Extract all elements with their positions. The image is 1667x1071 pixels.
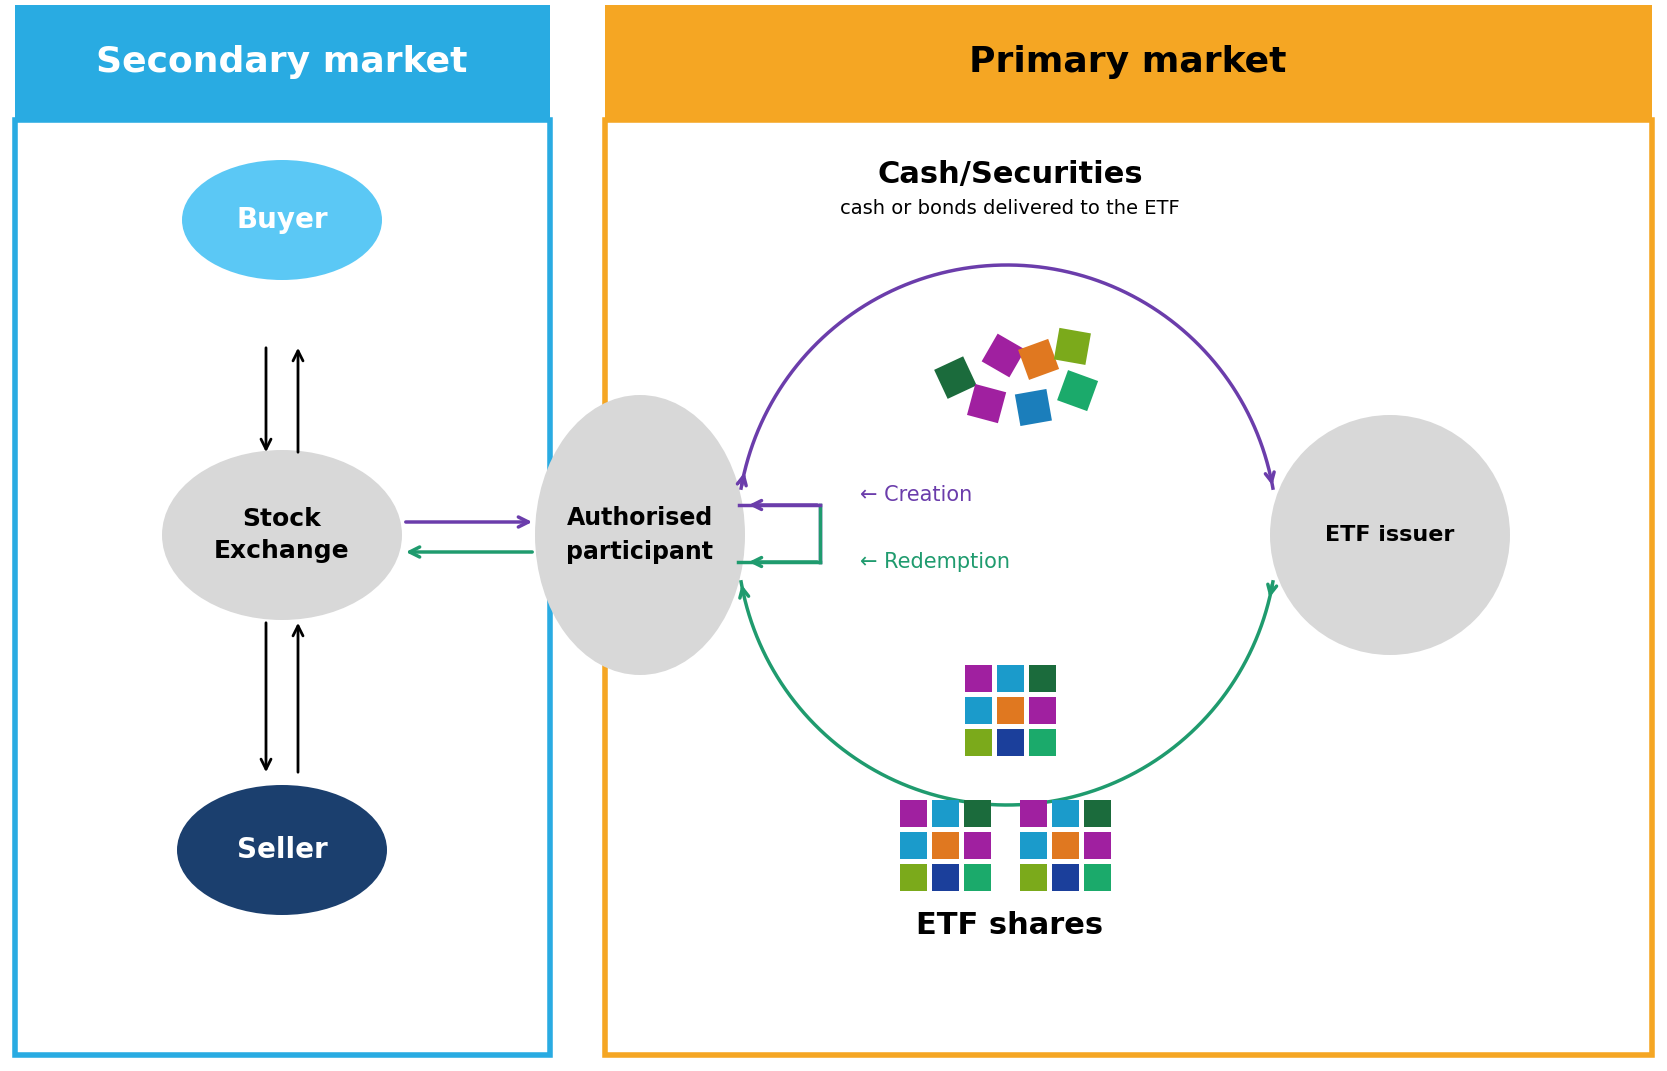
Bar <box>997 728 1024 755</box>
Polygon shape <box>967 384 1007 423</box>
Bar <box>964 864 990 891</box>
Bar <box>964 800 990 827</box>
Text: Seller: Seller <box>237 836 327 864</box>
Bar <box>964 832 990 859</box>
Ellipse shape <box>1270 414 1510 655</box>
Text: Cash/Securities: Cash/Securities <box>877 161 1144 190</box>
Text: Secondary market: Secondary market <box>97 45 468 79</box>
Text: Authorised
participant: Authorised participant <box>567 507 713 563</box>
Polygon shape <box>1015 389 1052 426</box>
Ellipse shape <box>535 395 745 675</box>
Polygon shape <box>1054 328 1090 365</box>
Bar <box>965 696 992 724</box>
Ellipse shape <box>182 160 382 280</box>
Ellipse shape <box>162 450 402 620</box>
Bar <box>15 5 550 120</box>
Bar <box>1029 664 1055 692</box>
Polygon shape <box>1019 338 1059 380</box>
Text: ← Creation: ← Creation <box>860 485 972 506</box>
Text: ETF shares: ETF shares <box>917 910 1104 939</box>
Text: ← Redemption: ← Redemption <box>860 552 1010 572</box>
Bar <box>900 864 927 891</box>
Bar <box>932 832 959 859</box>
Ellipse shape <box>177 785 387 915</box>
Bar <box>997 664 1024 692</box>
Polygon shape <box>1057 371 1099 411</box>
Text: ETF issuer: ETF issuer <box>1325 525 1455 545</box>
Bar <box>965 728 992 755</box>
Bar <box>1029 696 1055 724</box>
Bar <box>15 120 550 1055</box>
Bar <box>1052 800 1079 827</box>
Text: Primary market: Primary market <box>969 45 1287 79</box>
Bar <box>605 5 1652 120</box>
Bar <box>1020 832 1047 859</box>
Bar <box>900 800 927 827</box>
Bar <box>932 800 959 827</box>
Bar <box>1084 800 1110 827</box>
Text: Stock
Exchange: Stock Exchange <box>213 508 350 562</box>
Bar <box>1084 864 1110 891</box>
Bar <box>997 696 1024 724</box>
Polygon shape <box>934 357 977 398</box>
Text: cash or bonds delivered to the ETF: cash or bonds delivered to the ETF <box>840 198 1180 217</box>
Bar <box>1020 864 1047 891</box>
Bar <box>965 664 992 692</box>
Text: Buyer: Buyer <box>237 206 328 233</box>
Bar <box>1052 864 1079 891</box>
Bar <box>605 120 1652 1055</box>
Bar <box>1084 832 1110 859</box>
Bar <box>1052 832 1079 859</box>
Bar <box>932 864 959 891</box>
Polygon shape <box>982 334 1025 377</box>
Bar <box>900 832 927 859</box>
Bar <box>1020 800 1047 827</box>
Bar <box>1029 728 1055 755</box>
